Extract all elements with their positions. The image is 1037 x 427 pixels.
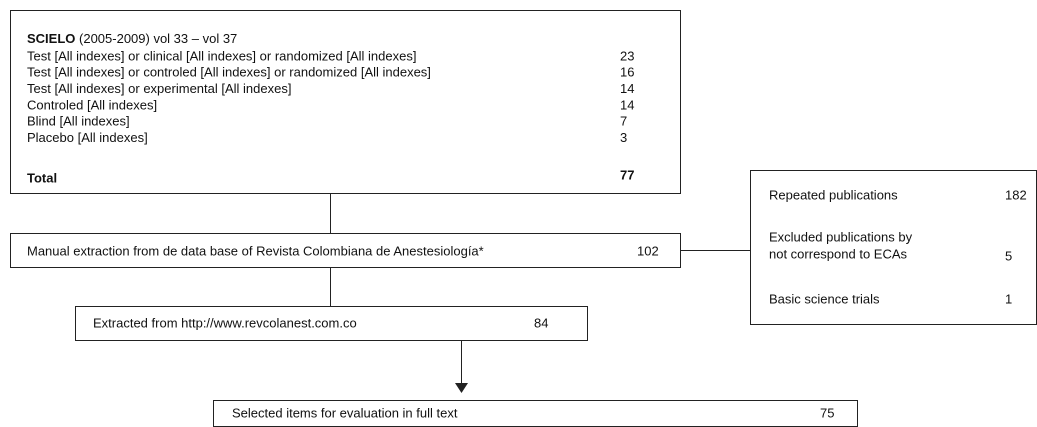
exclusion-label: Basic science trials <box>769 291 880 306</box>
manual-count: 102 <box>637 243 659 258</box>
count: 14 <box>620 97 634 112</box>
arrow-head <box>455 383 468 393</box>
exclusion-count: 1 <box>1005 291 1012 306</box>
exclusion-box <box>750 170 1037 325</box>
selected-count: 75 <box>820 405 834 420</box>
count: 16 <box>620 65 634 80</box>
period: (2005-2009) vol 33 – vol 37 <box>75 31 237 46</box>
exclusion-count: 182 <box>1005 187 1027 202</box>
count: 7 <box>620 114 627 129</box>
query: Placebo [All indexes] <box>27 130 148 145</box>
source: SCIELO <box>27 31 75 46</box>
query: Test [All indexes] or clinical [All inde… <box>27 48 416 63</box>
query: Test [All indexes] or experimental [All … <box>27 81 291 96</box>
manual-box <box>10 233 681 268</box>
search-header: SCIELO (2005-2009) vol 33 – vol 37 <box>27 31 237 46</box>
query: Blind [All indexes] <box>27 114 130 129</box>
query: Controled [All indexes] <box>27 97 157 112</box>
exclusion-label: not correspond to ECAs <box>769 246 908 261</box>
extracted-box <box>75 306 588 341</box>
exclusion-count: 5 <box>1005 248 1012 263</box>
query: Test [All indexes] or controled [All ind… <box>27 65 431 80</box>
search-box <box>10 10 681 194</box>
count: 3 <box>620 130 627 145</box>
count: 14 <box>620 81 634 96</box>
manual-label: Manual extraction from de data base of R… <box>27 243 484 258</box>
exclusion-label: Repeated publications <box>769 187 898 202</box>
total-label: Total <box>27 170 57 185</box>
count: 23 <box>620 48 634 63</box>
exclusion-label: Excluded publications by <box>769 229 913 244</box>
extracted-count: 84 <box>534 315 548 330</box>
total-count: 77 <box>620 167 634 182</box>
selected-box <box>213 400 858 427</box>
extracted-label: Extracted from http://www.revcolanest.co… <box>93 315 357 330</box>
selected-label: Selected items for evaluation in full te… <box>232 405 458 420</box>
